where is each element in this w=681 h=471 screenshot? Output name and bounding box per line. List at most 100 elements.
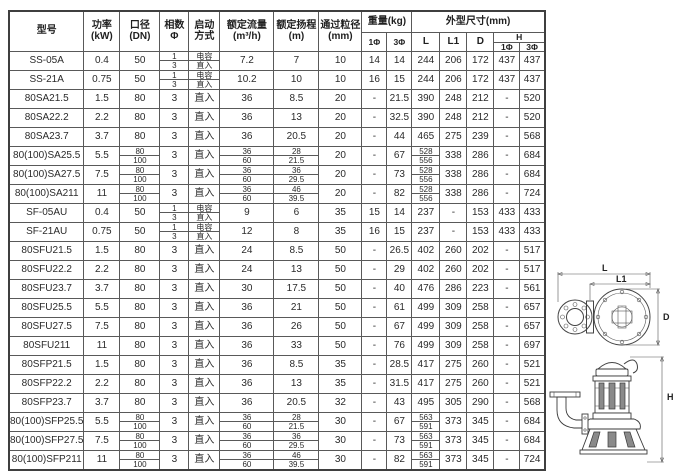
- cell-head: 8: [273, 222, 320, 243]
- cell-power: 1.5: [83, 355, 121, 376]
- cell-phase: 3: [159, 431, 190, 452]
- cell-phase: 3: [159, 146, 190, 167]
- cell-dn: 80 100: [119, 184, 161, 205]
- cell-h3: 561: [519, 279, 546, 300]
- cell-head-sub: 36: [274, 167, 318, 176]
- cell-particle: 35: [318, 374, 363, 395]
- cell-l1: 338: [439, 184, 468, 205]
- cell-w3: 67: [386, 412, 413, 433]
- cell-l1: 309: [439, 336, 468, 357]
- cell-head: 8.5: [273, 89, 320, 110]
- cell-start: 直入: [188, 241, 221, 262]
- cell-dn: 80 100: [119, 165, 161, 186]
- cell-h3: 684: [519, 146, 546, 167]
- cell-h3: 724: [519, 450, 546, 471]
- cell-w1: -: [361, 279, 388, 300]
- cell-dn-sub: 100: [133, 460, 147, 470]
- cell-model: 80(100)SA27.5: [8, 165, 85, 186]
- cell-dn-sub: 100: [133, 441, 147, 451]
- cell-particle: 50: [318, 279, 363, 300]
- cell-l1: 275: [439, 374, 468, 395]
- cell-l1: -: [439, 203, 468, 224]
- cell-model: 80SA23.7: [8, 127, 85, 148]
- cell-w3: 26.5: [386, 241, 413, 262]
- cell-dn-sub: 100: [133, 175, 147, 185]
- col-header-weight-1ph: 1Φ: [361, 31, 388, 53]
- cell-w1: -: [361, 241, 388, 262]
- table-row: SS-05A 0.4 50 1 3 电容 直入 7.2 7 10 14 14 244 206 172 437 4…: [8, 51, 546, 72]
- cell-particle: 50: [318, 336, 363, 357]
- cell-d: 286: [466, 146, 495, 167]
- cell-h1: -: [493, 317, 521, 338]
- cell-w3: 73: [386, 431, 413, 452]
- cell-l1: 248: [439, 108, 468, 129]
- cell-flow: 9: [219, 203, 275, 224]
- cell-l: 499: [411, 298, 441, 319]
- cell-start: 直入: [188, 355, 221, 376]
- cell-dn-sub: 80: [120, 167, 159, 176]
- cell-l: 244: [411, 70, 441, 91]
- cell-flow: 36 60: [219, 184, 275, 205]
- cell-l-sub: 591: [419, 460, 433, 470]
- cell-h1: -: [493, 165, 521, 186]
- cell-head: 13: [273, 108, 320, 129]
- cell-w3: 61: [386, 298, 413, 319]
- cell-head-sub: 39.5: [288, 460, 305, 470]
- cell-head-sub: 29.5: [288, 441, 305, 451]
- cell-w1: -: [361, 260, 388, 281]
- table-header: 型号 功率 (kW) 口径 (DN) 相数 Φ 启动 方式 额定流量 (m³/h…: [8, 10, 546, 53]
- cell-h3: 568: [519, 393, 546, 414]
- table-row: 80SFU25.5 5.5 80 3 直入 36 21 50-61 499 309 258-657: [8, 298, 546, 319]
- cell-start: 直入: [188, 298, 221, 319]
- cell-head-sub: 21.5: [288, 156, 305, 166]
- table-row: 80SA23.7 3.7 80 3 直入 36 20.5 20-44 465 275 239-568: [8, 127, 546, 148]
- cell-dn-sub: 80: [120, 433, 159, 442]
- cell-start-sub: 电容: [189, 205, 219, 214]
- cell-power: 2.2: [83, 108, 121, 129]
- cell-phase-sub: 3: [172, 232, 177, 242]
- cell-h1: -: [493, 298, 521, 319]
- col-header-L1: L1: [439, 31, 468, 53]
- cell-power: 5.5: [83, 412, 121, 433]
- cell-flow: 36: [219, 317, 275, 338]
- cell-w1: 16: [361, 70, 388, 91]
- cell-head: 28 21.5: [273, 412, 320, 433]
- cell-h1: -: [493, 184, 521, 205]
- pump-side-view-drawing: H: [549, 356, 674, 463]
- table-row: 80(100)SFP25.5 5.5 80 100 3 直入 36 60 28 21.5 30-67…: [8, 412, 546, 433]
- cell-head: 13: [273, 374, 320, 395]
- cell-d: 172: [466, 70, 495, 91]
- cell-w1: -: [361, 108, 388, 129]
- cell-phase: 3: [159, 355, 190, 376]
- cell-particle: 50: [318, 241, 363, 262]
- cell-head: 46 39.5: [273, 450, 320, 471]
- cell-l1: 309: [439, 317, 468, 338]
- col-header-phase: 相数 Φ: [159, 10, 190, 53]
- cell-dn: 80 100: [119, 450, 161, 471]
- cell-l: 499: [411, 336, 441, 357]
- cell-model: 80(100)SA211: [8, 184, 85, 205]
- table-row: SS-21A 0.75 50 1 3 电容 直入 10.2 10 10 16 15 244 206 172 4…: [8, 70, 546, 91]
- cell-h3: 520: [519, 108, 546, 129]
- cell-power: 5.5: [83, 146, 121, 167]
- cell-power: 3.7: [83, 393, 121, 414]
- cell-h1: -: [493, 336, 521, 357]
- cell-l-sub: 528: [412, 167, 439, 176]
- cell-l: 402: [411, 241, 441, 262]
- cell-l-sub: 556: [419, 156, 433, 166]
- cell-l: 237: [411, 203, 441, 224]
- cell-flow-sub: 60: [242, 460, 252, 470]
- cell-start: 直入: [188, 260, 221, 281]
- cell-model: 80SFP23.7: [8, 393, 85, 414]
- cell-particle: 50: [318, 260, 363, 281]
- table-body: SS-05A 0.4 50 1 3 电容 直入 7.2 7 10 14 14 244 206 172 437 4…: [8, 51, 546, 471]
- cell-w3: 15: [386, 70, 413, 91]
- cell-phase-sub: 3: [172, 61, 177, 71]
- cell-l-sub: 563: [412, 433, 439, 442]
- cell-phase: 3: [159, 298, 190, 319]
- cell-h1: 433: [493, 203, 521, 224]
- cell-dn-sub: 80: [120, 414, 159, 423]
- cell-power: 0.4: [83, 203, 121, 224]
- cell-l: 390: [411, 89, 441, 110]
